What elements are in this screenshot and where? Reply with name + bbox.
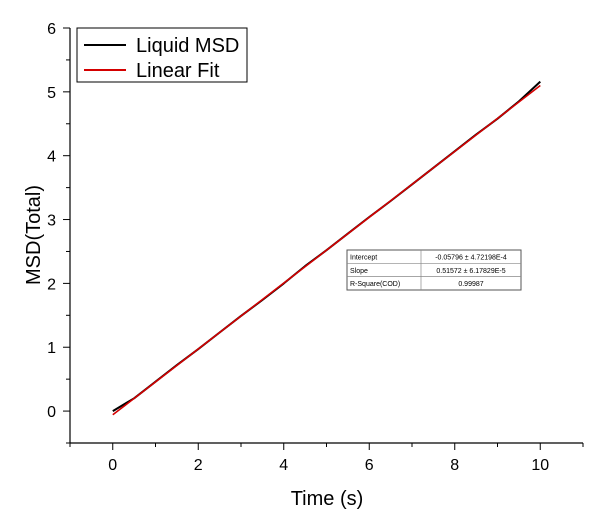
- y-tick-label: 4: [47, 149, 56, 166]
- series-group: [112, 80, 541, 416]
- fit-label-r-square: R-Square(COD): [350, 281, 400, 288]
- series-line-liquid-msd: [112, 80, 541, 412]
- legend-box: [76, 27, 248, 83]
- y-tick-label: 5: [47, 85, 56, 102]
- y-tick-label: 2: [47, 276, 56, 293]
- x-tick-label: 2: [194, 457, 203, 474]
- x-tick-label: 6: [365, 457, 374, 474]
- fit-table-border: [346, 249, 522, 291]
- legend: Liquid MSD Linear Fit: [76, 27, 248, 83]
- fit-value-intercept: -0.05796 ± 4.72198E-4: [435, 255, 507, 262]
- fit-value-slope: 0.51572 ± 6.17829E-5: [436, 268, 505, 275]
- axes: [69, 28, 583, 444]
- legend-label-linear-fit: Linear Fit: [136, 60, 220, 82]
- x-tick-label: 8: [450, 457, 459, 474]
- x-tick-label: 4: [279, 457, 288, 474]
- fit-label-slope: Slope: [350, 268, 368, 275]
- y-tick-label: 0: [47, 404, 56, 421]
- x-axis-title: Time (s): [291, 488, 364, 510]
- ticks: 0 2 4 6 8 10 0 1 2 3 4 5 6: [47, 21, 584, 474]
- y-tick-label: 6: [47, 21, 56, 38]
- fit-value-r-square: 0.99987: [458, 281, 483, 288]
- y-tick-label: 3: [47, 213, 56, 230]
- fit-statistics-table: Intercept -0.05796 ± 4.72198E-4 Slope 0.…: [346, 249, 522, 291]
- y-axis-title: MSD(Total): [23, 185, 45, 285]
- x-tick-label: 10: [531, 457, 549, 474]
- legend-label-liquid-msd: Liquid MSD: [136, 35, 239, 57]
- y-tick-label: 1: [47, 340, 56, 357]
- fit-label-intercept: Intercept: [350, 255, 377, 262]
- x-tick-label: 0: [108, 457, 117, 474]
- series-line-linear-fit: [112, 84, 541, 416]
